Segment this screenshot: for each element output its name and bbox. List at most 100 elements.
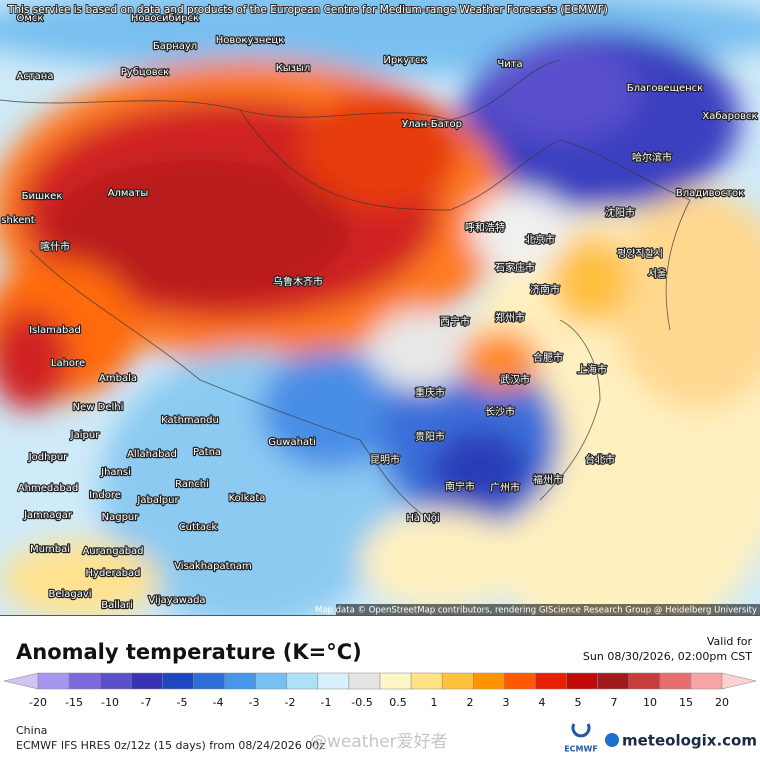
place-label: Астана	[17, 71, 54, 82]
colorbar-segment	[535, 672, 567, 690]
place-label: Благовещенск	[627, 83, 703, 94]
place-label: 台北市	[585, 453, 615, 466]
ecmwf-icon	[571, 723, 591, 738]
place-label: 济南市	[530, 283, 560, 296]
place-label: Kathmandu	[161, 415, 219, 426]
site-logo: meteologix.com	[622, 732, 757, 750]
place-label: 长沙市	[485, 405, 515, 418]
place-label: Jamnagar	[23, 510, 73, 521]
colorbar-segment	[659, 672, 692, 690]
region: China	[16, 724, 47, 737]
colorbar-tick-label: -3	[249, 696, 260, 709]
place-label: Ranchi	[175, 479, 209, 490]
colorbar-tick-label: 4	[539, 696, 546, 709]
place-label: 福州市	[533, 473, 563, 486]
colorbar-segment	[410, 672, 443, 690]
colorbar-segment	[317, 672, 350, 690]
place-label: 昆明市	[370, 453, 400, 466]
colorbar-tick-label: -20	[29, 696, 47, 709]
place-label: Jaipur	[70, 430, 101, 441]
place-label: Vijayawada	[148, 595, 205, 606]
colorbar-segment	[99, 672, 132, 690]
place-label: 上海市	[577, 363, 607, 376]
map-field	[0, 0, 760, 615]
colorbar-segment	[504, 672, 536, 690]
place-label: Хабаровск	[702, 111, 757, 122]
place-label: Cuttack	[179, 522, 218, 533]
place-label: Иркутск	[383, 55, 426, 66]
place-label: Nagpur	[102, 512, 140, 523]
colorbar-segment	[628, 672, 661, 690]
place-label: Чита	[497, 59, 522, 70]
colorbar-segment	[255, 672, 287, 690]
place-label: Visakhapatnam	[174, 561, 252, 572]
colorbar-segment	[566, 672, 598, 690]
place-label: Mumbai	[30, 544, 70, 555]
colorbar-tick-label: -2	[285, 696, 296, 709]
place-label: 서울	[648, 268, 666, 280]
colorbar-segment	[286, 672, 319, 690]
place-label: Hà Nội	[406, 512, 439, 524]
place-label: Ambala	[99, 373, 137, 384]
colorbar-tick-label: 0.5	[389, 696, 407, 709]
place-label: Lahore	[51, 358, 85, 369]
map-attribution: Map data © OpenStreetMap contributors, r…	[315, 606, 757, 616]
colorbar-tick-label: 15	[679, 696, 693, 709]
colorbar-tick-label: -15	[65, 696, 83, 709]
colorbar-tick-label: 7	[611, 696, 618, 709]
place-label: Улан-Батор	[402, 119, 462, 130]
borders	[0, 59, 691, 521]
map-labels: Омск Новосибирск Барнаул Новокузнецк Аст…	[0, 12, 759, 612]
colorbar-segment	[162, 672, 194, 690]
place-label: Новокузнецк	[216, 35, 284, 46]
place-label: Алматы	[108, 188, 149, 199]
colorbar-segment	[473, 672, 505, 690]
place-label: Кызыл	[276, 63, 311, 74]
colorbar-segment	[690, 672, 723, 690]
place-label: 北京市	[525, 233, 555, 246]
colorbar-tick-label: 20	[715, 696, 729, 709]
colorbar-tick-label: 10	[643, 696, 657, 709]
place-label: Hyderabad	[86, 568, 141, 579]
colorbar-tick-label: -4	[213, 696, 224, 709]
place-label: Jodhpur	[28, 452, 68, 463]
colorbar-tick-label: -10	[101, 696, 119, 709]
colorbar-segment	[597, 672, 629, 690]
colorbar-segment	[348, 672, 381, 690]
legend-title: Anomaly temperature (K=°C)	[16, 640, 362, 664]
place-label: Барнаул	[153, 41, 197, 52]
colorbar-segment	[193, 672, 225, 690]
place-label: 呼和浩特	[465, 222, 505, 234]
place-label: Allahabad	[127, 449, 177, 460]
colorbar: -20 -15 -10 -7 -5 -4 -3 -2 -1 -0.5 0.5 1 2 3 4 5 7 10 15 20	[3, 672, 757, 709]
place-label: Kolkata	[229, 493, 266, 504]
colorbar-segment	[379, 672, 412, 690]
place-label: New Delhi	[73, 402, 124, 413]
place-label: 喀什市	[40, 240, 70, 253]
place-label: Омск	[17, 13, 44, 24]
place-label: 沈阳市	[605, 206, 635, 219]
meteologix-icon	[605, 733, 619, 747]
place-label: Новосибирск	[131, 13, 199, 24]
place-label: 哈尔滨市	[632, 151, 672, 164]
place-label: Ahmedabad	[18, 483, 78, 494]
place-label: Бишкек	[22, 191, 63, 202]
place-label: 贵阳市	[415, 430, 445, 443]
colorbar-tick-label: 1	[431, 696, 438, 709]
place-label: Jabalpur	[136, 495, 179, 506]
place-label: 西宁市	[440, 315, 470, 328]
ecmwf-logo: ECMWF	[564, 745, 598, 754]
service-notice: This service is based on data and produc…	[7, 4, 608, 16]
colorbar-segment	[37, 672, 70, 690]
place-label: Patna	[193, 447, 221, 458]
place-label: 石家庄市	[495, 261, 535, 274]
place-label: Belagavi	[48, 589, 91, 600]
valid-label: Valid for	[707, 635, 753, 648]
place-label: 南宁市	[445, 480, 475, 493]
place-label: 郑州市	[495, 311, 525, 324]
watermark: @weather爱好者	[310, 732, 448, 752]
place-label: 重庆市	[415, 386, 445, 399]
attribution-bg	[336, 604, 760, 615]
